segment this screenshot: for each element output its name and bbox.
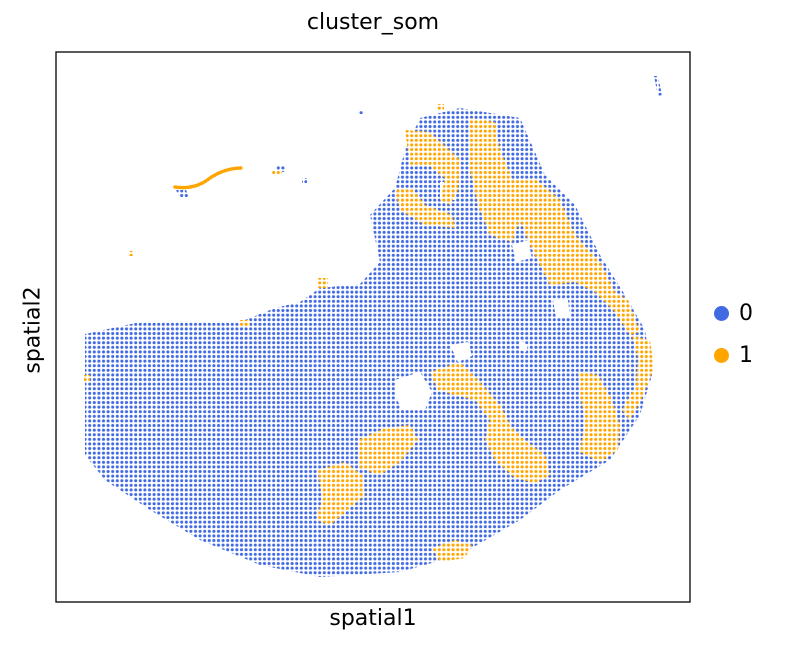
cluster-1-arc <box>173 166 244 190</box>
x-axis-label: spatial1 <box>329 606 417 631</box>
plot-frame <box>55 51 691 603</box>
cluster-0-spots <box>85 76 662 577</box>
y-axis-label: spatial2 <box>20 286 46 374</box>
legend: 0 1 <box>714 292 753 376</box>
legend-label-1: 1 <box>739 342 753 368</box>
cluster-1-spots <box>84 104 654 562</box>
legend-item-0: 0 <box>714 292 753 334</box>
legend-marker-0 <box>714 305 729 321</box>
chart-title: cluster_som <box>306 10 440 35</box>
legend-marker-1 <box>714 347 729 363</box>
legend-item-1: 1 <box>714 334 753 376</box>
legend-label-0: 0 <box>739 300 753 326</box>
